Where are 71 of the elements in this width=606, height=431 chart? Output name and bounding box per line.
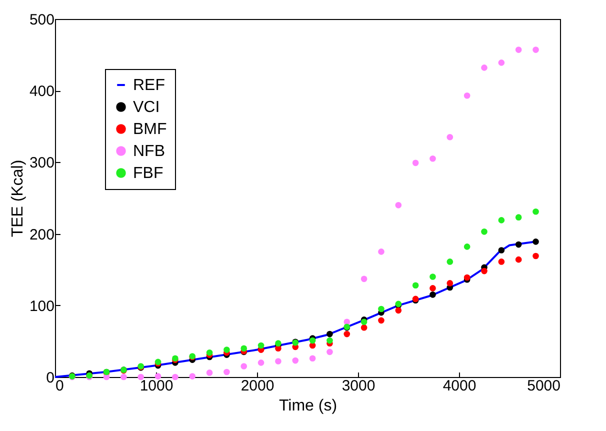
point [240, 363, 248, 370]
x-axis-title: Time (s) [278, 398, 338, 414]
point [378, 317, 384, 324]
point [515, 241, 522, 248]
point [446, 280, 454, 286]
point [498, 258, 505, 265]
point [515, 46, 522, 53]
point [378, 306, 384, 312]
point [446, 258, 454, 265]
x-tick-label: 5000 [527, 378, 560, 394]
point [481, 228, 488, 235]
y-tick-label: 300 [29, 154, 54, 172]
point [360, 276, 368, 282]
point [224, 368, 230, 376]
point [258, 342, 264, 349]
point [395, 307, 402, 314]
x-tick-label: 1000 [140, 378, 174, 394]
point [430, 155, 436, 162]
point [498, 60, 505, 66]
point [498, 217, 505, 224]
point [498, 247, 505, 254]
x-tick-label: 4000 [442, 378, 476, 394]
point [360, 324, 368, 331]
point [481, 64, 488, 71]
point [515, 214, 522, 220]
point [275, 358, 282, 364]
point [206, 370, 213, 376]
point [430, 292, 436, 298]
point [172, 374, 178, 380]
point [412, 160, 419, 166]
point [430, 274, 436, 280]
point [395, 202, 402, 208]
y-axis-title: TEE (Kcal) [9, 160, 26, 238]
legend-label: VCI [133, 99, 160, 116]
point [120, 374, 127, 380]
point [138, 374, 144, 380]
point [326, 330, 333, 338]
legend-label: FBF [133, 165, 164, 182]
point [532, 252, 539, 260]
point [532, 46, 539, 53]
point [378, 248, 384, 255]
point [446, 134, 454, 140]
point [515, 256, 522, 263]
point [258, 360, 264, 366]
point [430, 285, 436, 292]
y-tick-label: 100 [29, 298, 54, 315]
point [481, 268, 488, 274]
point [412, 282, 419, 289]
point [309, 337, 316, 344]
point [292, 357, 299, 364]
legend-label: REF [133, 77, 166, 94]
point [326, 348, 333, 356]
point [360, 318, 368, 326]
point [240, 345, 248, 352]
y-tick-label: 400 [29, 83, 54, 100]
x-tick-label: 2000 [240, 378, 274, 394]
point [464, 92, 470, 99]
point [344, 330, 350, 338]
point [189, 373, 196, 380]
point [532, 208, 539, 215]
legend-label: NFB [133, 143, 165, 160]
point [326, 337, 333, 344]
point [309, 355, 316, 362]
point [464, 244, 470, 250]
point [154, 373, 162, 380]
legend-label: BMF [133, 121, 167, 138]
x-tick-label: 3000 [342, 378, 376, 394]
point [224, 346, 230, 353]
y-tick-label: 500 [29, 12, 54, 28]
y-tick-label: 200 [29, 226, 54, 244]
point [532, 238, 539, 245]
